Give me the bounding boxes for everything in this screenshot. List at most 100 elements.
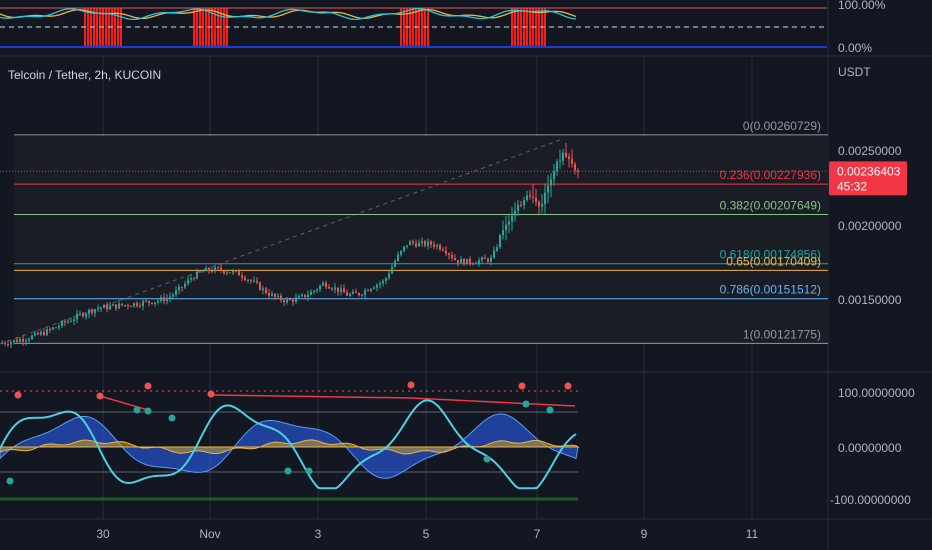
top-signal-bar — [412, 8, 414, 47]
candle-body — [19, 339, 21, 342]
candle-body — [13, 340, 15, 343]
candle-body — [577, 170, 579, 172]
candle-body — [415, 243, 417, 247]
candle-body — [100, 308, 102, 310]
osc-signal-dot — [518, 382, 526, 390]
candle-body — [574, 163, 576, 171]
time-tick: 3 — [315, 527, 322, 541]
candle-body — [217, 267, 219, 269]
candle-body — [397, 254, 399, 261]
candle-body — [112, 304, 114, 306]
candle-body — [295, 297, 297, 302]
candle-body — [367, 290, 369, 292]
top-signal-bar — [538, 8, 540, 47]
osc-signal-dot — [168, 414, 176, 422]
osc-divergence-line-1 — [99, 395, 149, 411]
candle-body — [451, 255, 453, 259]
candle-body — [388, 273, 390, 278]
osc-signal-dot — [14, 391, 22, 399]
candle-body — [307, 294, 309, 298]
osc-divergence-line-2 — [210, 394, 412, 399]
candle-body — [130, 306, 132, 308]
candle-body — [88, 309, 90, 314]
osc-cyan-line — [0, 399, 577, 490]
candle-body — [280, 295, 282, 301]
candle-body — [409, 241, 411, 246]
candle-body — [181, 286, 183, 288]
price-axis[interactable]: 0.00250000 0.00200000 0.00150000 — [838, 144, 902, 307]
candle-body — [511, 215, 513, 222]
top-signal-bar — [223, 8, 225, 47]
candle-body — [220, 267, 222, 271]
osc-signal-dot — [6, 477, 14, 485]
time-tick: 5 — [423, 527, 430, 541]
candle-body — [154, 302, 156, 305]
osc-signal-dot — [144, 382, 152, 390]
osc-signal-dot — [483, 455, 491, 463]
time-tick: 11 — [746, 527, 759, 541]
candle-body — [505, 224, 507, 231]
candle-body — [151, 302, 153, 305]
last-price-tag-bg — [829, 161, 907, 196]
candle-body — [256, 280, 258, 283]
candle-body — [406, 245, 408, 247]
candle-body — [523, 200, 525, 205]
candle-body — [145, 300, 147, 302]
osc-signal-dots — [6, 381, 572, 485]
candle-body — [70, 321, 72, 323]
candle-body — [394, 260, 396, 267]
candle-body — [40, 331, 42, 335]
candle-body — [268, 293, 270, 296]
candle-body — [316, 289, 318, 291]
candle-body — [487, 258, 489, 262]
candle-body — [58, 326, 60, 328]
candle-body — [547, 185, 549, 193]
candle-body — [325, 282, 327, 287]
fib-level-label: 0.786(0.00151512) — [720, 283, 821, 297]
candle-body — [205, 267, 207, 272]
candle-body — [10, 342, 12, 345]
candle-body — [64, 321, 66, 323]
candle-body — [520, 204, 522, 206]
candle-body — [376, 284, 378, 288]
osc-signal-dot — [564, 382, 572, 390]
main-price-panel: 0(0.00260729) 0.236(0.00227936) 0.382(0.00… — [0, 65, 907, 349]
candle-body — [304, 294, 306, 298]
top-signal-bar — [114, 8, 116, 47]
candle-body — [328, 286, 330, 289]
candle-body — [22, 339, 24, 342]
candle-body — [124, 304, 126, 306]
price-tick: 0.00150000 — [838, 293, 902, 307]
candle-body — [484, 257, 486, 259]
candle-body — [292, 299, 294, 302]
candle-body — [142, 301, 144, 306]
candle-body — [448, 253, 450, 256]
candle-body — [283, 300, 285, 303]
candle-body — [91, 309, 93, 313]
candle-body — [259, 282, 261, 290]
osc-signal-dot — [133, 406, 141, 414]
fib-level-label: 0(0.00260729) — [743, 119, 821, 133]
candle-body — [136, 303, 138, 306]
candle-body — [106, 305, 108, 310]
top-tick-0: 0.00% — [838, 41, 872, 55]
candle-body — [253, 280, 255, 282]
top-signal-bar — [520, 8, 522, 47]
candle-body — [196, 271, 198, 279]
candle-body — [157, 300, 159, 303]
candle-body — [340, 288, 342, 292]
time-tick: Nov — [199, 527, 220, 541]
candle-body — [250, 279, 252, 281]
candle-body — [403, 246, 405, 251]
osc-signal-dot — [407, 381, 415, 389]
candle-body — [349, 293, 351, 296]
candle-body — [562, 152, 564, 161]
time-axis[interactable]: 30 Nov 3 5 7 9 11 — [96, 527, 758, 541]
candle-body — [550, 179, 552, 186]
fib-trend-line[interactable] — [0, 139, 561, 345]
osc-signal-dot — [144, 407, 152, 415]
candle-body — [439, 245, 441, 250]
candle-body — [247, 279, 249, 281]
osc-signal-dot — [96, 392, 104, 400]
